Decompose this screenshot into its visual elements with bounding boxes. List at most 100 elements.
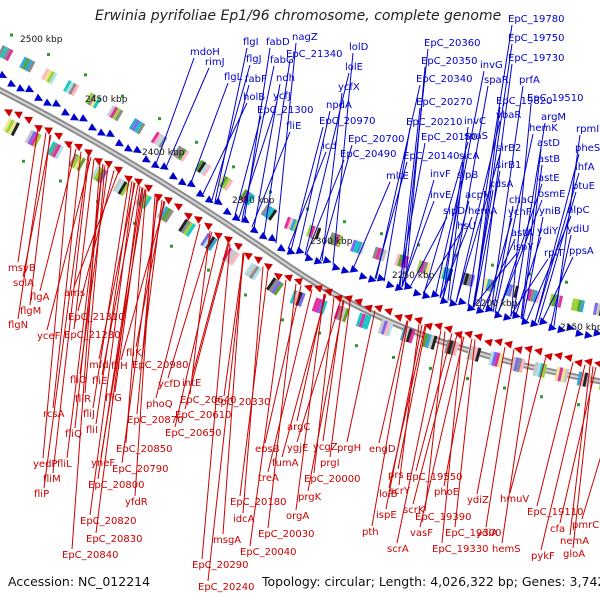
forward-gene-arrow <box>34 93 44 101</box>
reverse-leader-line <box>184 243 230 410</box>
reverse-leader-line <box>295 293 325 511</box>
reverse-leader-line <box>191 242 229 378</box>
reverse-leader-line <box>398 323 420 486</box>
reverse-gene-arrow <box>464 330 473 339</box>
forward-gene-arrow <box>358 272 368 280</box>
forward-gene-label: hemK <box>529 123 558 134</box>
reverse-gene-label: EpC_20800 <box>88 480 144 491</box>
reverse-gene-label: ams <box>64 288 85 299</box>
forward-leader-line <box>211 64 251 201</box>
reverse-gene-label: fliI <box>86 425 98 436</box>
forward-gene-arrow <box>16 84 26 92</box>
reverse-gene-arrow <box>224 235 233 244</box>
forward-leader-line <box>509 258 549 317</box>
forward-leader-lines <box>155 24 581 327</box>
cds-block <box>134 121 143 133</box>
cds-block <box>352 240 360 253</box>
reverse-leader-line <box>396 330 442 544</box>
reverse-gene-label: phoE <box>434 487 459 498</box>
cds-block <box>63 80 72 93</box>
cds-block <box>372 246 379 259</box>
forward-leader-line <box>290 126 324 251</box>
cds-block <box>19 56 28 69</box>
kbp-tick-label: 2200 kbp <box>475 299 518 309</box>
reverse-gene-arrow <box>574 359 583 368</box>
forward-gene-label: flgI <box>243 37 259 48</box>
cds-block <box>532 361 539 377</box>
forward-gene-arrow <box>466 303 476 312</box>
reverse-leader-line <box>71 162 101 550</box>
forward-gene-arrow <box>141 155 151 163</box>
cds-block <box>150 131 160 144</box>
forward-gene-label: prfA <box>519 75 540 86</box>
cds-block <box>579 300 585 313</box>
forward-gene-arrow <box>331 263 341 271</box>
forward-leader-line <box>234 115 262 216</box>
reverse-leader-line <box>92 179 130 409</box>
gc-marker <box>417 243 420 247</box>
forward-gene-arrow <box>88 123 97 131</box>
reverse-leader-line <box>509 356 547 494</box>
reverse-gene-arrow <box>74 143 83 152</box>
reverse-gene-label: gloA <box>563 549 585 560</box>
forward-gene-arrow <box>394 283 404 291</box>
cds-block <box>535 290 542 304</box>
gc-marker <box>429 366 432 370</box>
reverse-gene-arrow <box>404 314 413 322</box>
forward-gene-label: spaR <box>484 75 509 86</box>
cds-block <box>200 232 211 247</box>
cds-block <box>95 168 106 183</box>
cds-block <box>557 295 564 308</box>
cds-block <box>496 353 504 368</box>
cds-block <box>375 247 382 260</box>
reverse-leader-line <box>397 325 427 470</box>
cds-block <box>109 106 119 119</box>
reverse-leader-line <box>120 201 166 361</box>
reverse-gene-label: epsB <box>255 444 280 455</box>
cds-block <box>71 84 80 97</box>
reverse-gene-label: ispE <box>376 510 397 521</box>
forward-leader-line <box>439 216 473 299</box>
cds-block <box>117 181 128 195</box>
forward-leader-line <box>401 200 435 288</box>
cds-block <box>355 312 364 327</box>
cds-block <box>49 72 58 85</box>
cds-block <box>2 47 11 60</box>
reverse-gene-label: engD <box>369 444 396 455</box>
cds-block <box>224 179 234 191</box>
reverse-gene-arrow <box>494 338 503 347</box>
reverse-gene-label: hemS <box>492 544 521 555</box>
gc-marker <box>503 386 506 390</box>
forward-gene-label: hemA <box>468 206 497 217</box>
gc-marker <box>577 403 580 407</box>
reverse-gene-arrow <box>454 331 463 339</box>
forward-leader-line <box>304 72 350 256</box>
forward-gene-arrow <box>123 144 133 152</box>
forward-leader-line <box>497 183 543 314</box>
reverse-leader-line <box>569 365 591 536</box>
gc-marker <box>281 318 284 322</box>
forward-gene-arrow <box>376 273 386 282</box>
reverse-leader-line <box>572 366 594 549</box>
reverse-gene-label: EpC_21310 <box>68 312 124 323</box>
cds-block <box>592 302 599 316</box>
reverse-strand-track <box>4 109 600 369</box>
reverse-gene-arrow <box>134 178 143 186</box>
reverse-gene-arrow <box>434 322 443 331</box>
reverse-gene-label: scrK <box>403 505 425 516</box>
forward-gene-label: fabF <box>245 74 267 85</box>
cds-block <box>491 351 498 367</box>
reverse-leader-line <box>540 364 586 551</box>
reverse-leader-line <box>267 283 297 529</box>
reverse-gene-arrow <box>264 263 273 271</box>
forward-leader-line <box>455 120 501 303</box>
forward-gene-label: astD <box>537 138 560 149</box>
cds-block <box>21 57 31 70</box>
cds-block <box>466 273 473 287</box>
cds-block <box>73 156 84 170</box>
forward-gene-label: EpC_20700 <box>348 134 404 145</box>
gc-marker <box>133 221 136 225</box>
cds-block <box>364 315 372 330</box>
reverse-leader-line <box>17 128 39 263</box>
cds-block <box>419 260 426 274</box>
